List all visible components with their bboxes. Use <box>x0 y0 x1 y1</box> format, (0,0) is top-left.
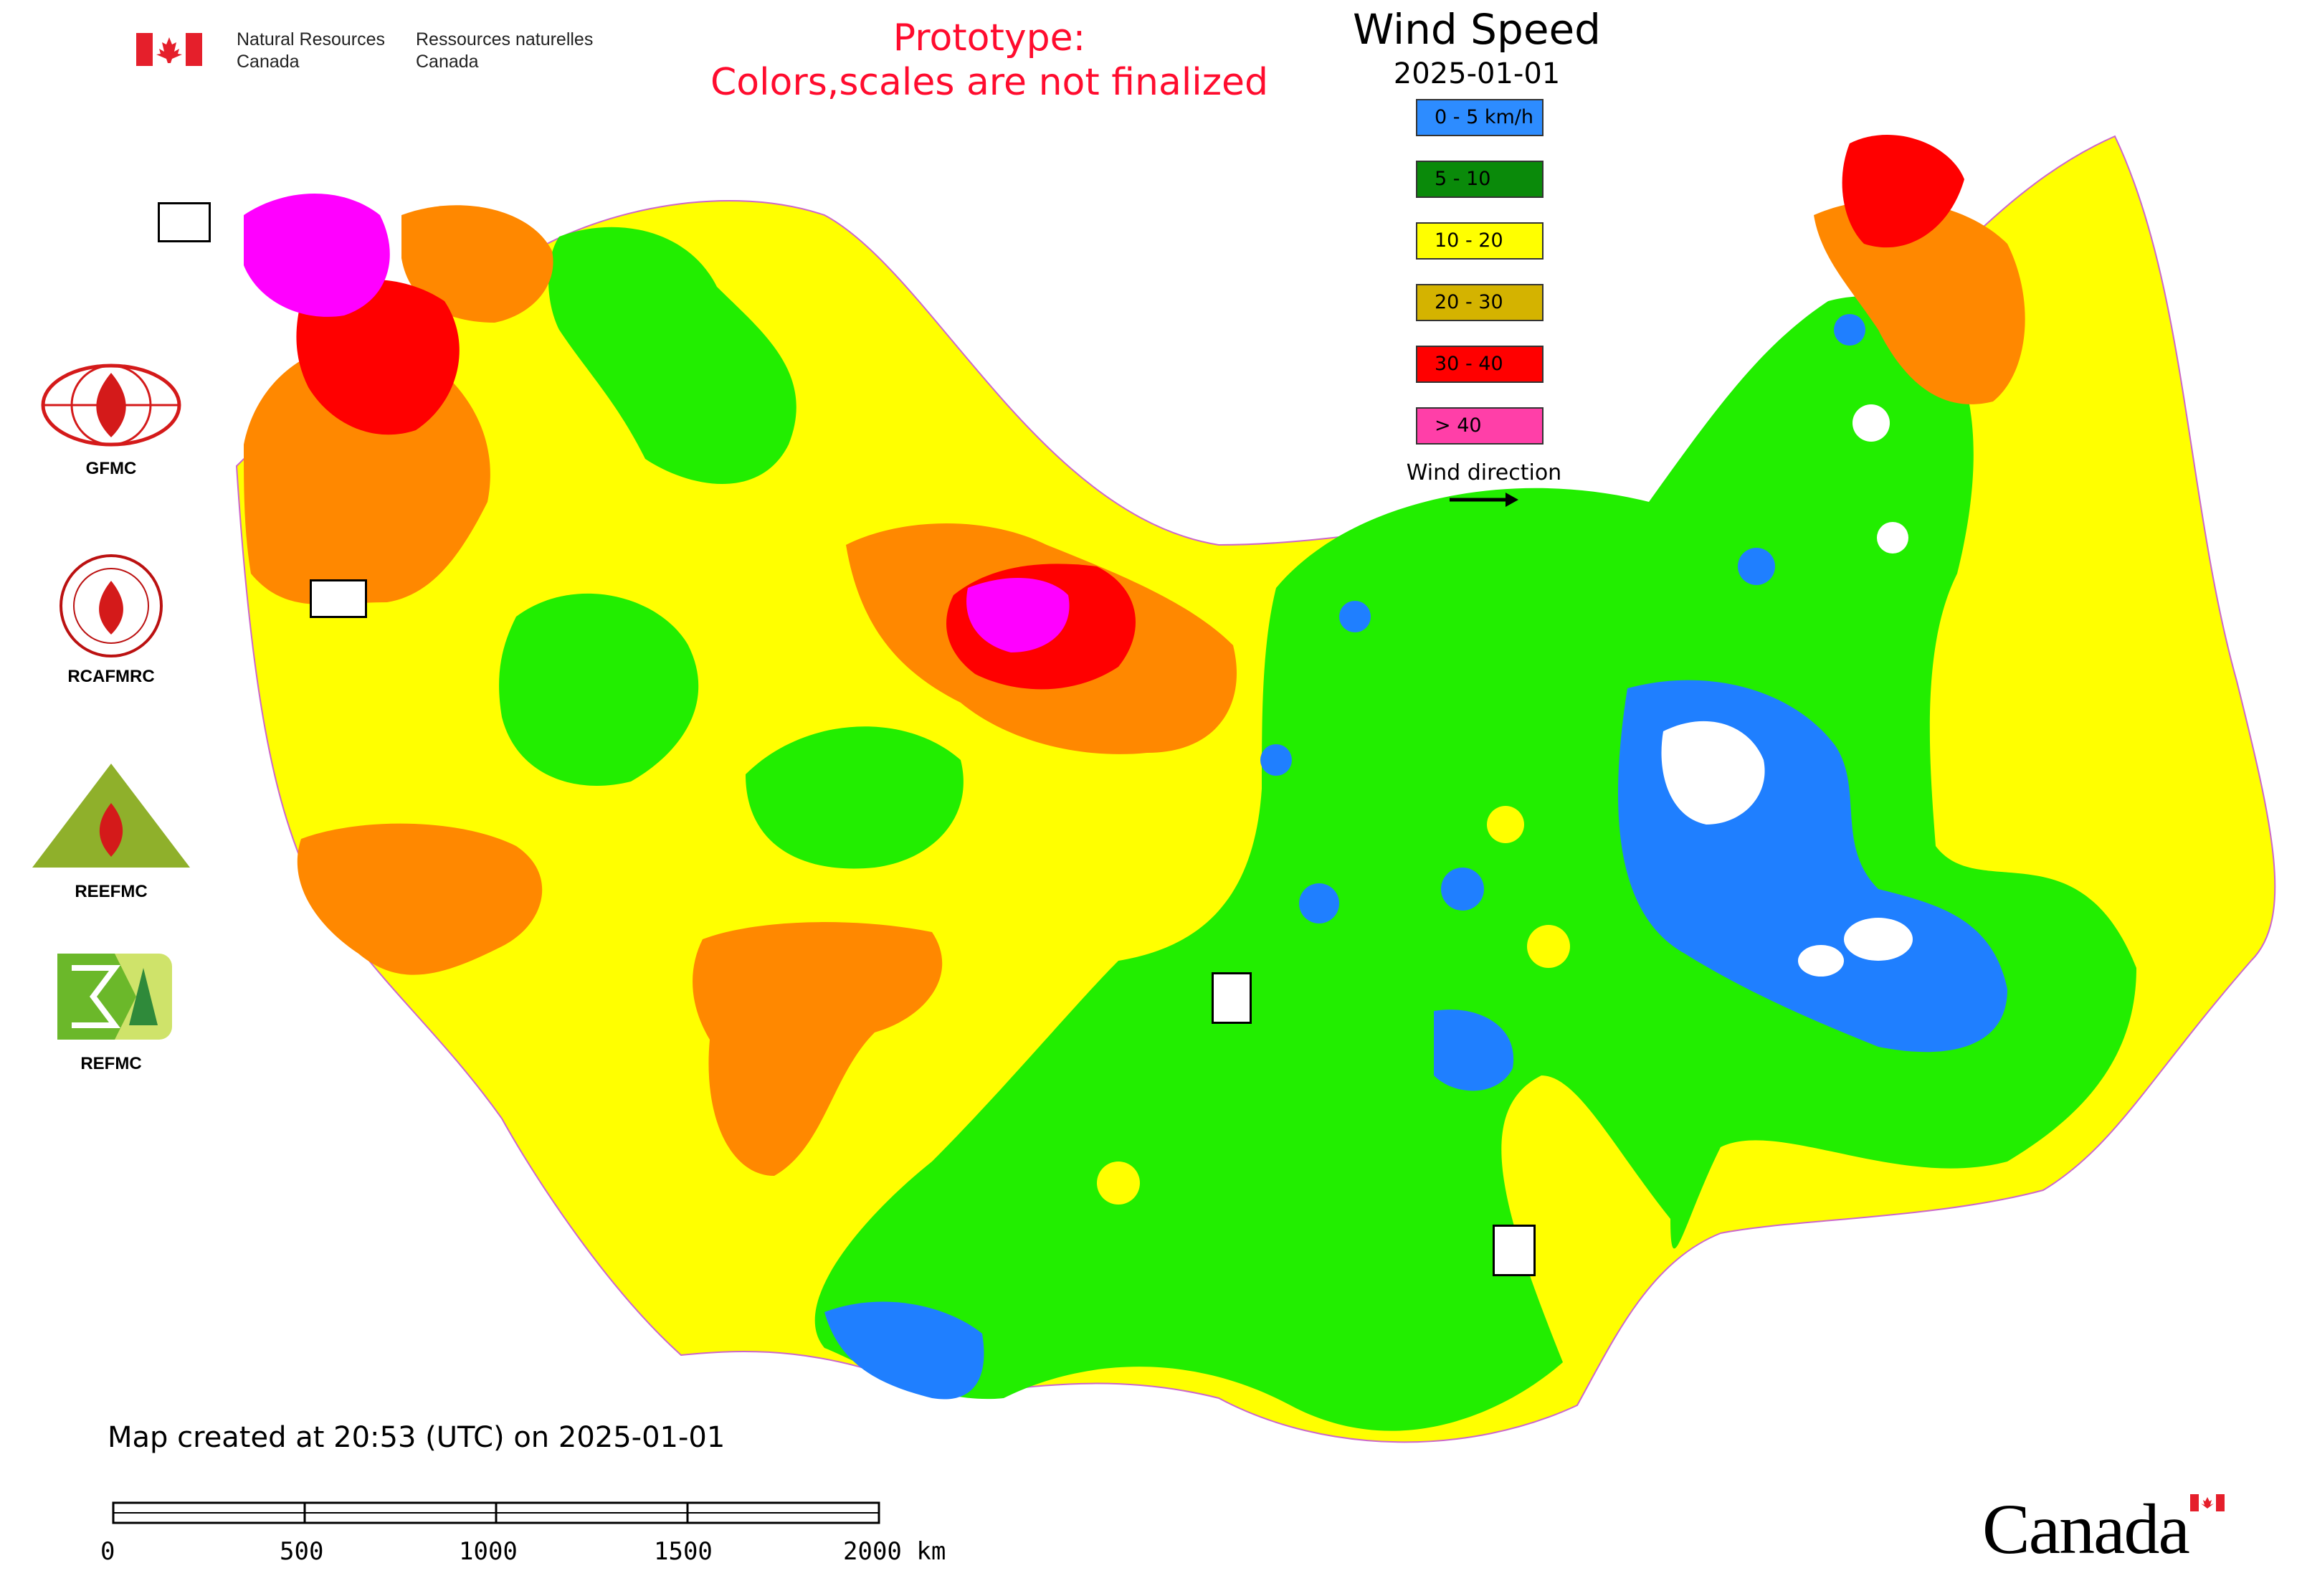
nrcan-signature: Natural Resources Canada Ressources natu… <box>136 29 624 72</box>
map-calm-spot-4 <box>1339 601 1371 632</box>
legend-label: 10 - 20 <box>1435 229 1503 252</box>
reefmc-caption: REEFMC <box>75 882 148 901</box>
legend-label: > 40 <box>1435 414 1482 437</box>
legend-label: 30 - 40 <box>1435 353 1503 375</box>
legend-title: Wind Speed <box>1352 5 1602 54</box>
agency-en-line1: Natural Resources <box>237 29 386 49</box>
legend: 0 - 5 km/h 5 - 10 10 - 20 20 - 30 30 - 4… <box>1416 99 1552 469</box>
agency-name-fr: Ressources naturelles Canada <box>416 29 593 73</box>
legend-date: 2025-01-01 <box>1393 57 1561 90</box>
map-zone-gale-taimyr <box>966 578 1070 652</box>
map-moderate-spot-2 <box>1527 925 1570 968</box>
refmc-emblem-icon <box>57 954 172 1040</box>
map-calm-spot-2 <box>1441 868 1484 911</box>
scale-tick-label: 2000 km <box>843 1537 946 1566</box>
map-lake-3 <box>1798 945 1844 977</box>
reefmc-emblem-icon <box>32 764 190 868</box>
map-zone-light-central <box>499 593 699 786</box>
legend-label: 20 - 30 <box>1435 291 1503 313</box>
rcafmrc-logo: RCAFMRC <box>29 552 194 687</box>
legend-label: 5 - 10 <box>1435 168 1491 190</box>
reefmc-map-marker[interactable] <box>310 579 367 618</box>
gfmc-emblem-icon <box>41 364 181 447</box>
scale-bar: 0 500 1000 1500 2000 km <box>100 1500 961 1572</box>
map-zone-light-north <box>548 227 796 484</box>
wind-direction-label: Wind direction <box>1406 460 1562 485</box>
map-zone-strong-chukotka <box>1842 135 1964 248</box>
agency-name-en: Natural Resources Canada <box>237 29 385 73</box>
legend-item-light: 5 - 10 <box>1416 161 1544 198</box>
rcafmrc-map-marker[interactable] <box>1493 1225 1536 1276</box>
scale-tick-label: 500 <box>280 1537 324 1566</box>
map-zone-strong-kola <box>296 280 460 435</box>
scale-tick-label: 1500 <box>654 1537 713 1566</box>
canada-flag-icon <box>136 33 202 66</box>
map-calm-spot-6 <box>1738 548 1775 585</box>
agency-fr-line1: Ressources naturelles <box>416 29 594 49</box>
refmc-logo: REFMC <box>29 946 194 1074</box>
refmc-map-marker[interactable] <box>1212 972 1252 1024</box>
map-moderate-spot-3 <box>1097 1162 1140 1205</box>
scale-bar-graphic <box>112 1501 880 1524</box>
legend-item-strong: 30 - 40 <box>1416 346 1544 383</box>
refmc-caption: REFMC <box>80 1054 142 1073</box>
map-calm-spot-1 <box>1299 883 1339 923</box>
map-zone-calm-baikal <box>1434 1010 1514 1091</box>
prototype-notice: Prototype: Colors,scales are not finaliz… <box>609 16 1369 105</box>
map-zone-fresh-southwest <box>297 823 543 975</box>
map-lake-yakutia <box>1661 721 1765 825</box>
agency-fr-line2: Canada <box>416 52 479 72</box>
wind-direction-arrow-icon <box>1450 493 1518 507</box>
map-calm-spot-3 <box>1260 744 1292 776</box>
reefmc-logo: REEFMC <box>29 760 194 902</box>
map-zone-fresh-central <box>693 922 943 1176</box>
map-lake-2 <box>1844 918 1913 961</box>
gfmc-caption: GFMC <box>85 459 137 478</box>
gfmc-map-marker[interactable] <box>158 202 211 242</box>
prototype-line2: Colors,scales are not finalized <box>710 61 1269 104</box>
prototype-line1: Prototype: <box>893 16 1086 60</box>
map-moderate-spot-1 <box>1487 806 1524 843</box>
rcafmrc-caption: RCAFMRC <box>67 667 155 686</box>
map-created-note: Map created at 20:53 (UTC) on 2025-01-01 <box>108 1421 726 1454</box>
legend-label: 0 - 5 km/h <box>1435 106 1533 128</box>
map-lake-4 <box>1852 404 1890 442</box>
scale-tick-label: 0 <box>100 1537 115 1566</box>
map-zone-light-east <box>814 296 2136 1431</box>
map-calm-spot-5 <box>1834 314 1865 346</box>
map-zone-gale-north <box>244 194 390 317</box>
map-zone-light-mid <box>746 726 964 869</box>
canada-wordmark: Canada <box>1982 1490 2240 1569</box>
gfmc-logo: GFMC <box>29 358 194 479</box>
agency-en-line2: Canada <box>237 52 300 72</box>
scale-tick-label: 1000 <box>459 1537 518 1566</box>
legend-item-gale: > 40 <box>1416 407 1544 445</box>
canada-wordmark-text: Canada <box>1982 1489 2190 1569</box>
map-zone-calm-south <box>824 1301 984 1400</box>
map-zone-fresh-chukotka <box>1814 200 2025 404</box>
map-lake-5 <box>1877 522 1908 554</box>
canada-wordmark-flag-icon <box>2190 1494 2225 1511</box>
rcafmrc-emblem-icon <box>60 554 163 657</box>
map-zone-fresh-north <box>401 205 553 323</box>
legend-item-calm: 0 - 5 km/h <box>1416 99 1544 136</box>
legend-item-moderate: 10 - 20 <box>1416 222 1544 260</box>
legend-item-fresh: 20 - 30 <box>1416 284 1544 321</box>
